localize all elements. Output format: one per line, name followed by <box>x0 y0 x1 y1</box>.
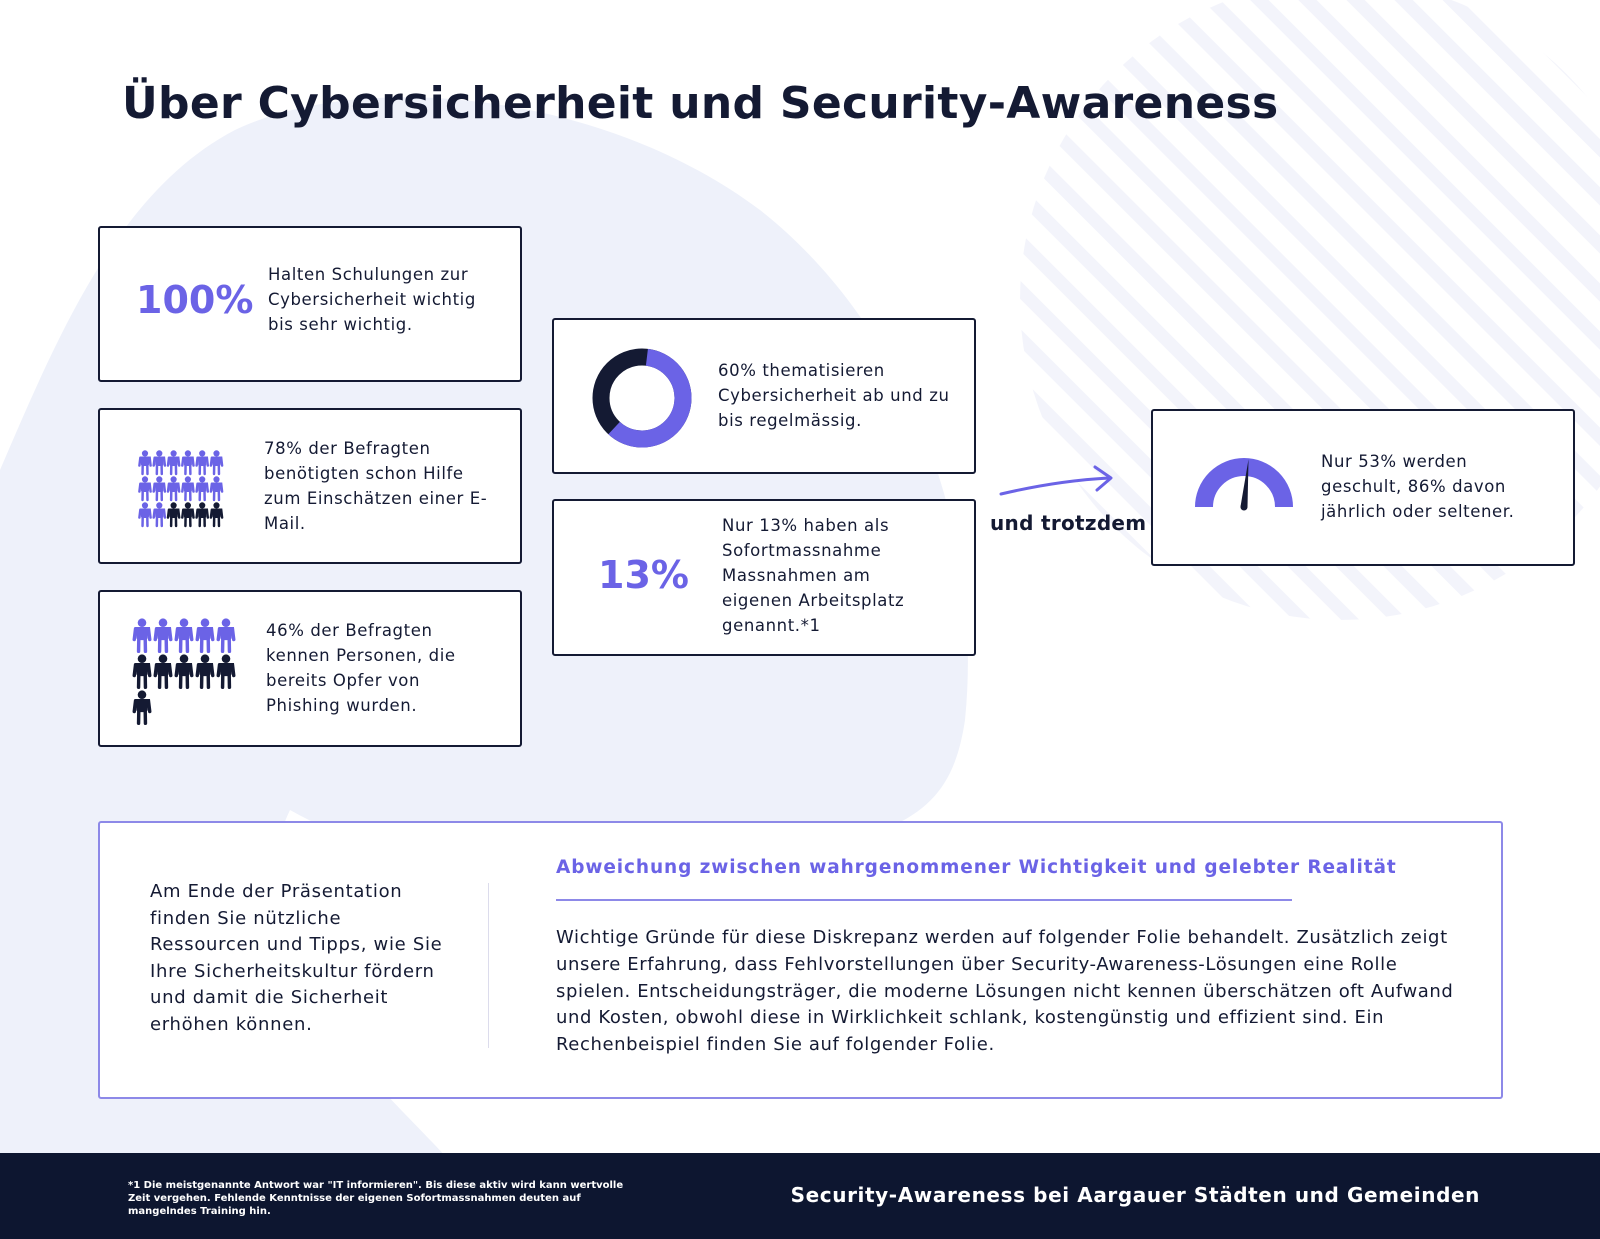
person-icon <box>152 476 167 502</box>
stat-card-phishing-victims: 46% der Befragten kennen Personen, die b… <box>98 590 522 747</box>
person-icon <box>181 502 195 528</box>
person-icon <box>132 654 152 690</box>
person-icon <box>181 476 195 502</box>
person-icon <box>195 502 210 528</box>
stat-text: 46% der Befragten kennen Personen, die b… <box>266 621 456 715</box>
stat-card-trained: Nur 53% werden geschult, 86% davon jährl… <box>1151 409 1575 566</box>
page-title: Über Cybersicherheit und Security-Awaren… <box>122 78 1279 129</box>
stat-card-discussion: 60% thematisieren Cybersicherheit ab und… <box>552 318 976 474</box>
person-icon <box>195 654 215 690</box>
person-icon <box>132 690 152 726</box>
stat-card-email-help: 78% der Befragten benötigten schon Hilfe… <box>98 408 522 564</box>
footer: *1 Die meistgenannte Antwort war "IT inf… <box>0 1153 1600 1239</box>
stat-text: Nur 53% werden geschult, 86% davon jährl… <box>1321 452 1515 521</box>
person-icon <box>174 618 194 654</box>
arrow-right-icon <box>999 465 1113 496</box>
person-icon <box>166 450 181 476</box>
gauge-needle <box>1240 459 1249 508</box>
person-icon <box>195 618 215 654</box>
person-icon <box>216 618 236 654</box>
person-icon <box>209 502 224 528</box>
footnote: *1 Die meistgenannte Antwort war "IT inf… <box>128 1180 624 1217</box>
footer-title: Security-Awareness bei Aargauer Städten … <box>790 1183 1480 1207</box>
summary-heading: Abweichung zwischen wahrgenommener Wicht… <box>556 857 1397 878</box>
person-icon <box>152 450 167 476</box>
person-icon <box>216 654 236 690</box>
stat-percent: 100% <box>136 278 254 322</box>
person-icon <box>209 450 224 476</box>
heading-underline <box>556 899 1292 901</box>
person-icon <box>181 450 195 476</box>
stat-card-training-importance: 100% Halten Schulungen zur Cybersicherhe… <box>98 226 522 382</box>
divider <box>488 883 489 1048</box>
person-icon <box>195 476 210 502</box>
person-icon <box>138 476 152 502</box>
person-icon <box>132 618 152 654</box>
stat-card-immediate-measures: 13% Nur 13% haben als Sofortmassnahme Ma… <box>552 499 976 656</box>
resources-note: Am Ende der Präsentation finden Sie nütz… <box>150 881 443 1035</box>
connector-label: und trotzdem <box>990 511 1147 535</box>
person-icon <box>195 450 210 476</box>
gauge-icon <box>1195 458 1293 511</box>
people-grid-icon <box>138 450 224 528</box>
person-icon <box>153 654 173 690</box>
stat-text: 78% der Befragten benötigten schon Hilfe… <box>264 439 488 533</box>
donut-value <box>608 348 692 448</box>
summary-box: Am Ende der Präsentation finden Sie nütz… <box>98 821 1503 1099</box>
person-icon <box>166 502 181 528</box>
person-icon <box>138 502 152 528</box>
stat-percent: 13% <box>598 553 689 597</box>
person-icon <box>209 476 224 502</box>
people-grid-icon <box>132 618 236 726</box>
stat-text: 60% thematisieren Cybersicherheit ab und… <box>718 361 950 430</box>
stat-text: Nur 13% haben als Sofortmassnahme Massna… <box>722 516 905 635</box>
donut-chart-icon <box>592 348 692 448</box>
stat-text: Halten Schulungen zur Cybersicherheit wi… <box>268 265 476 334</box>
person-icon <box>174 654 194 690</box>
person-icon <box>166 476 181 502</box>
summary-body: Wichtige Gründe für diese Diskrepanz wer… <box>556 927 1454 1056</box>
person-icon <box>138 450 152 476</box>
person-icon <box>152 502 167 528</box>
gauge-arc <box>1195 458 1293 508</box>
person-icon <box>153 618 173 654</box>
